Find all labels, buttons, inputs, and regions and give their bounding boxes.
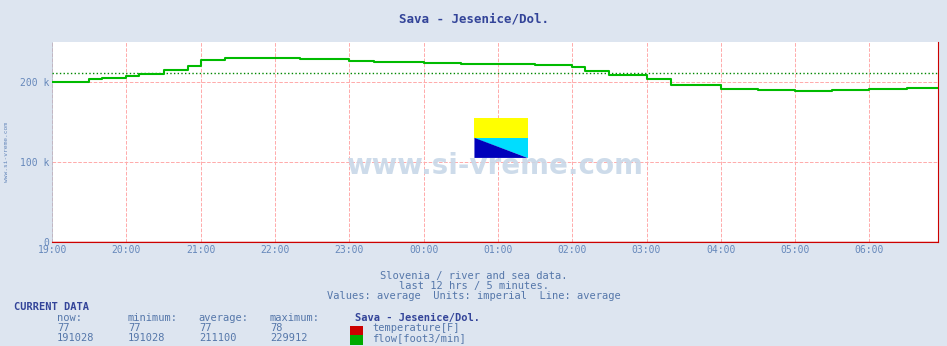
Text: Sava - Jesenice/Dol.: Sava - Jesenice/Dol. bbox=[355, 313, 480, 323]
Text: www.si-vreme.com: www.si-vreme.com bbox=[347, 152, 643, 180]
Text: maximum:: maximum: bbox=[270, 313, 320, 323]
Text: 77: 77 bbox=[199, 324, 211, 334]
Text: www.si-vreme.com: www.si-vreme.com bbox=[4, 122, 9, 182]
Text: 191028: 191028 bbox=[128, 333, 166, 343]
Text: 229912: 229912 bbox=[270, 333, 308, 343]
Text: 77: 77 bbox=[57, 324, 69, 334]
Polygon shape bbox=[474, 138, 527, 158]
Text: Sava - Jesenice/Dol.: Sava - Jesenice/Dol. bbox=[399, 12, 548, 25]
Polygon shape bbox=[474, 138, 527, 158]
Text: Slovenia / river and sea data.: Slovenia / river and sea data. bbox=[380, 271, 567, 281]
Text: 78: 78 bbox=[270, 324, 282, 334]
Text: flow[foot3/min]: flow[foot3/min] bbox=[372, 333, 466, 343]
Polygon shape bbox=[474, 118, 527, 138]
Text: 77: 77 bbox=[128, 324, 140, 334]
Text: temperature[F]: temperature[F] bbox=[372, 324, 459, 334]
Text: now:: now: bbox=[57, 313, 81, 323]
Text: 191028: 191028 bbox=[57, 333, 95, 343]
Text: Values: average  Units: imperial  Line: average: Values: average Units: imperial Line: av… bbox=[327, 291, 620, 301]
Text: last 12 hrs / 5 minutes.: last 12 hrs / 5 minutes. bbox=[399, 281, 548, 291]
Text: average:: average: bbox=[199, 313, 249, 323]
Text: minimum:: minimum: bbox=[128, 313, 178, 323]
Text: 211100: 211100 bbox=[199, 333, 237, 343]
Text: CURRENT DATA: CURRENT DATA bbox=[14, 302, 89, 312]
